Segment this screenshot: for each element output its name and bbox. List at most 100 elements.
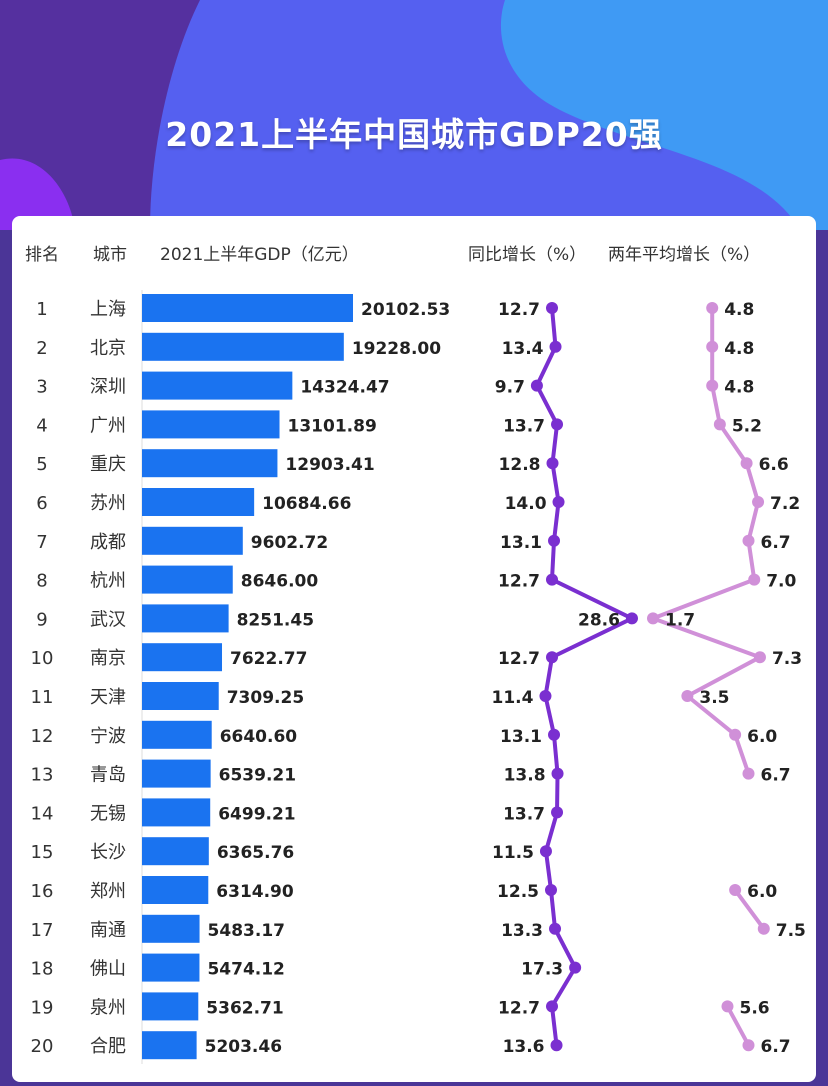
city-label: 天津: [90, 687, 126, 708]
two-year-value-label: 5.2: [732, 416, 762, 436]
two-year-line-segment: [710, 383, 722, 427]
gdp-value-label: 7622.77: [230, 649, 307, 669]
yoy-point: [546, 573, 558, 586]
yoy-value-label: 13.3: [501, 921, 543, 941]
yoy-point: [546, 1000, 558, 1013]
header-rank: 排名: [25, 245, 59, 265]
header-two-year: 两年平均增长（%）: [608, 245, 761, 265]
gdp-value-label: 5203.46: [205, 1037, 282, 1057]
gdp-value-label: 14324.47: [300, 378, 389, 398]
gdp-bar: [142, 682, 219, 710]
yoy-value-label: 12.8: [499, 455, 541, 475]
gdp-bar: [142, 449, 278, 478]
rank-label: 2: [36, 338, 47, 359]
city-label: 宁波: [90, 726, 126, 747]
yoy-line-segment: [543, 810, 560, 854]
rank-label: 12: [31, 726, 54, 747]
yoy-point: [551, 767, 564, 780]
yoy-value-label: 13.7: [503, 416, 545, 436]
city-label: 成都: [90, 532, 126, 553]
yoy-point: [548, 534, 561, 547]
yoy-point: [551, 806, 564, 819]
two-year-point: [752, 496, 765, 508]
two-year-value-label: 7.5: [776, 921, 806, 941]
yoy-value-label: 11.5: [492, 843, 534, 863]
two-year-line-segment: [744, 461, 761, 504]
city-label: 泉州: [90, 997, 126, 1018]
yoy-value-label: 12.7: [498, 572, 540, 592]
yoy-value-label: 9.7: [495, 378, 525, 398]
rank-label: 15: [31, 842, 54, 863]
yoy-value-label: 13.6: [503, 1037, 545, 1057]
gdp-bar: [142, 837, 209, 866]
gdp-bar: [142, 1031, 197, 1060]
yoy-point: [539, 845, 552, 858]
gdp-value-label: 5474.12: [207, 960, 284, 980]
rank-label: 1: [36, 299, 47, 320]
yoy-line-segment: [534, 383, 560, 427]
city-label: 武汉: [90, 609, 126, 630]
two-year-value-label: 4.8: [724, 339, 754, 359]
yoy-point: [546, 302, 558, 314]
two-year-line-segment: [717, 422, 749, 466]
gdp-value-label: 12903.41: [285, 455, 374, 475]
city-label: 佛山: [90, 959, 126, 980]
two-year-value-label: 6.7: [761, 1037, 791, 1057]
yoy-line-segment: [550, 422, 560, 466]
chart-title: 2021上半年中国城市GDP20强: [165, 115, 663, 154]
two-year-point: [729, 728, 742, 741]
rank-label: 19: [31, 997, 54, 1018]
gdp-value-label: 9602.72: [251, 533, 328, 553]
two-year-value-label: 6.7: [761, 766, 791, 786]
header-city: 城市: [93, 245, 127, 265]
two-year-point: [740, 457, 753, 470]
gdp-value-label: 6314.90: [216, 882, 294, 902]
two-year-value-label: 6.0: [747, 727, 777, 747]
yoy-line-segment: [543, 849, 553, 892]
two-year-point: [713, 418, 726, 431]
yoy-value-label: 12.7: [498, 649, 540, 669]
gdp-value-label: 10684.66: [262, 494, 351, 514]
yoy-point: [569, 961, 582, 974]
rank-label: 5: [36, 454, 47, 475]
yoy-point: [550, 1039, 563, 1052]
rank-label: 3: [36, 377, 47, 398]
yoy-point: [530, 379, 543, 392]
gdp-value-label: 5362.71: [206, 998, 283, 1018]
gdp-value-label: 6365.76: [217, 843, 294, 863]
rank-label: 16: [31, 881, 54, 902]
yoy-line-segment: [534, 344, 558, 388]
yoy-line-segment: [555, 771, 560, 815]
yoy-point: [549, 340, 562, 353]
two-year-line-segment: [746, 500, 761, 543]
gdp-value-label: 7309.25: [227, 688, 304, 708]
two-year-value-label: 3.5: [699, 688, 729, 708]
two-year-value-label: 1.7: [665, 610, 695, 630]
yoy-value-label: 12.7: [498, 998, 540, 1018]
gdp-bar: [142, 643, 223, 672]
rank-label: 6: [36, 493, 47, 514]
yoy-line-segment: [550, 306, 558, 349]
gdp-bar: [142, 332, 344, 361]
gdp-value-label: 6539.21: [219, 766, 296, 786]
city-label: 南京: [90, 648, 126, 669]
two-year-point: [721, 1000, 734, 1013]
two-year-line-segment: [685, 694, 738, 737]
yoy-line-segment: [543, 655, 554, 698]
yoy-point: [539, 690, 552, 702]
gdp-value-label: 8646.00: [241, 572, 319, 592]
gdp-bar: [142, 371, 293, 400]
two-year-value-label: 4.8: [724, 378, 754, 398]
two-year-point: [706, 340, 719, 353]
yoy-value-label: 13.4: [502, 339, 544, 359]
gdp-bar: [142, 759, 211, 788]
city-label: 南通: [90, 920, 126, 941]
city-label: 郑州: [90, 881, 126, 902]
two-year-point: [742, 534, 755, 547]
gdp-value-label: 20102.53: [361, 300, 450, 320]
two-year-value-label: 7.3: [772, 649, 802, 669]
yoy-point: [625, 612, 638, 625]
city-label: 深圳: [90, 377, 126, 398]
gdp-value-label: 5483.17: [208, 921, 285, 941]
